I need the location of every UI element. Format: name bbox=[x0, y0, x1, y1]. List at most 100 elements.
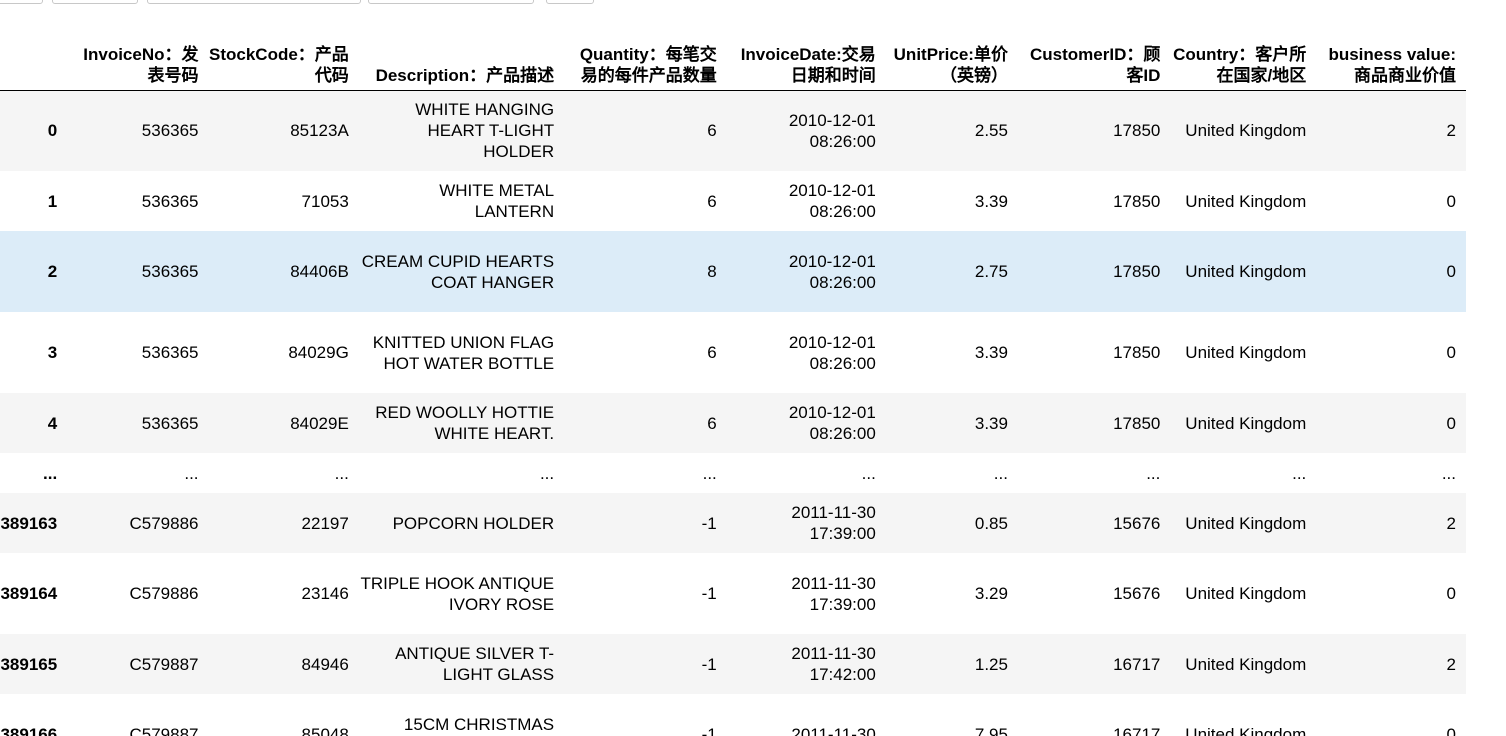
cell-unitprice: ... bbox=[993, 463, 1008, 483]
table-row: 389164 C579886 23146 TRIPLE HOOK ANTIQUE… bbox=[0, 553, 1466, 634]
table-row: 389163 C579886 22197 POPCORN HOLDER -1 2… bbox=[0, 493, 1466, 553]
cell-businessvalue: ... bbox=[1441, 463, 1456, 483]
cell-businessvalue: 2 bbox=[1446, 654, 1456, 674]
cell-stockcode: 71053 bbox=[301, 191, 349, 211]
row-index: ... bbox=[43, 463, 58, 483]
cell-quantity: -1 bbox=[701, 584, 717, 603]
cell-customerid: 17850 bbox=[1113, 121, 1161, 141]
cell-invoiceno: 536365 bbox=[141, 343, 199, 362]
cell-unitprice: 2.55 bbox=[974, 121, 1008, 141]
cell-unitprice: 0.85 bbox=[974, 513, 1008, 533]
cell-stockcode: 84029G bbox=[288, 343, 349, 362]
cell-customerid: 16717 bbox=[1113, 725, 1161, 736]
table-row: 389165 C579887 84946 ANTIQUE SILVER T-LI… bbox=[0, 634, 1466, 694]
cell-quantity: ... bbox=[702, 463, 717, 483]
table-row: 389166 C579887 85048 15CM CHRISTMAS GLAS… bbox=[0, 694, 1466, 736]
cell-customerid: 17850 bbox=[1113, 343, 1161, 362]
cell-country: United Kingdom bbox=[1185, 584, 1307, 603]
cell-country: United Kingdom bbox=[1185, 513, 1307, 533]
cell-invoicedate: 2011-11-30 17:39:00 bbox=[791, 503, 876, 543]
cell-unitprice: 7.95 bbox=[974, 725, 1008, 736]
cell-unitprice: 3.39 bbox=[974, 413, 1008, 433]
cell-description: TRIPLE HOOK ANTIQUE IVORY ROSE bbox=[360, 573, 555, 614]
cell-invoicedate: 2010-12-01 08:26:00 bbox=[788, 181, 876, 221]
row-index: 389164 bbox=[0, 584, 58, 603]
table-row-ellipsis: ... ... ... ... ... ... ... ... ... ... bbox=[0, 453, 1466, 493]
cell-businessvalue: 0 bbox=[1446, 343, 1456, 362]
cell-unitprice: 1.25 bbox=[974, 654, 1008, 674]
row-index: 389163 bbox=[0, 513, 58, 533]
cell-quantity: 6 bbox=[707, 121, 717, 141]
cell-quantity: 6 bbox=[707, 343, 717, 362]
cell-customerid: 17850 bbox=[1113, 413, 1161, 433]
table-row: 4 536365 84029E RED WOOLLY HOTTIE WHITE … bbox=[0, 393, 1466, 453]
cell-unitprice: 3.39 bbox=[974, 191, 1008, 211]
column-header-customerid: CustomerID：顾客ID bbox=[1017, 6, 1171, 91]
table-row-highlighted: 2 536365 84406B CREAM CUPID HEARTS COAT … bbox=[0, 231, 1466, 312]
column-header-country: Country：客户所在国家/地区 bbox=[1170, 6, 1317, 91]
toolbar-button[interactable] bbox=[52, 0, 138, 4]
cell-country: United Kingdom bbox=[1185, 343, 1307, 362]
column-header-stockcode: StockCode：产品代码 bbox=[208, 6, 359, 91]
cell-stockcode: 84029E bbox=[290, 413, 349, 433]
cell-invoicedate: 2011-11-30 17:42:00 bbox=[791, 644, 876, 684]
cell-quantity: -1 bbox=[701, 654, 717, 674]
cell-unitprice: 3.39 bbox=[974, 343, 1008, 362]
cell-customerid: 17850 bbox=[1113, 262, 1161, 281]
cell-description: POPCORN HOLDER bbox=[392, 513, 555, 533]
row-index: 0 bbox=[47, 121, 58, 141]
cell-invoiceno: C579886 bbox=[129, 513, 199, 533]
toolbar-button[interactable] bbox=[0, 0, 43, 4]
cell-invoicedate: 2011-11-30 17:39:00 bbox=[791, 573, 876, 614]
column-header-invoiceno: InvoiceNo：发表号码 bbox=[67, 6, 209, 91]
cell-customerid: ... bbox=[1146, 463, 1161, 483]
cell-country: United Kingdom bbox=[1185, 413, 1307, 433]
row-index: 3 bbox=[47, 343, 58, 362]
cell-businessvalue: 2 bbox=[1446, 121, 1456, 141]
cell-invoicedate: 2010-12-01 08:26:00 bbox=[788, 251, 876, 292]
row-index: 4 bbox=[47, 413, 58, 433]
cell-unitprice: 2.75 bbox=[974, 262, 1008, 281]
cell-customerid: 16717 bbox=[1113, 654, 1161, 674]
cell-stockcode: 84946 bbox=[301, 654, 349, 674]
cell-businessvalue: 0 bbox=[1446, 725, 1456, 736]
toolbar-button[interactable] bbox=[546, 0, 594, 4]
cell-invoiceno: C579886 bbox=[129, 584, 199, 603]
cell-stockcode: ... bbox=[334, 463, 349, 483]
cell-invoicedate: 2010-12-01 08:26:00 bbox=[788, 332, 876, 373]
table-row: 0 536365 85123A WHITE HANGING HEART T-LI… bbox=[0, 90, 1466, 171]
cell-quantity: -1 bbox=[701, 513, 717, 533]
cell-country: United Kingdom bbox=[1185, 121, 1307, 141]
cell-businessvalue: 0 bbox=[1446, 262, 1456, 281]
cell-customerid: 17850 bbox=[1113, 191, 1161, 211]
cell-invoiceno: ... bbox=[184, 463, 199, 483]
cell-country: ... bbox=[1292, 463, 1307, 483]
toolbar-button[interactable] bbox=[147, 0, 361, 4]
cell-quantity: 6 bbox=[707, 191, 717, 211]
table-row: 1 536365 71053 WHITE METAL LANTERN 6 201… bbox=[0, 171, 1466, 231]
cell-country: United Kingdom bbox=[1185, 654, 1307, 674]
cell-stockcode: 22197 bbox=[301, 513, 349, 533]
column-header-description: Description：产品描述 bbox=[358, 6, 565, 91]
cell-stockcode: 23146 bbox=[301, 584, 349, 603]
column-header-quantity: Quantity：每笔交易的每件产品数量 bbox=[564, 6, 727, 91]
row-index: 2 bbox=[47, 262, 58, 281]
toolbar bbox=[0, 0, 1506, 6]
cell-description: WHITE HANGING HEART T-LIGHT HOLDER bbox=[415, 100, 555, 162]
cell-businessvalue: 2 bbox=[1446, 513, 1456, 533]
cell-customerid: 15676 bbox=[1113, 513, 1161, 533]
cell-customerid: 15676 bbox=[1113, 584, 1161, 603]
cell-invoiceno: 536365 bbox=[141, 262, 199, 281]
cell-description: 15CM CHRISTMAS GLASS BALL 20 bbox=[403, 714, 555, 736]
row-index: 1 bbox=[47, 191, 58, 211]
cell-description: ... bbox=[539, 463, 555, 483]
cell-description: WHITE METAL LANTERN bbox=[439, 181, 555, 221]
cell-country: United Kingdom bbox=[1185, 262, 1307, 281]
column-header-businessvalue: business value:商品商业价值 bbox=[1316, 6, 1466, 91]
cell-description: ANTIQUE SILVER T-LIGHT GLASS bbox=[395, 644, 555, 684]
cell-stockcode: 85048 bbox=[301, 725, 349, 736]
cell-invoiceno: 536365 bbox=[141, 121, 199, 141]
row-index: 389165 bbox=[0, 654, 58, 674]
toolbar-dropdown[interactable] bbox=[368, 0, 534, 4]
table-row: 3 536365 84029G KNITTED UNION FLAG HOT W… bbox=[0, 312, 1466, 393]
